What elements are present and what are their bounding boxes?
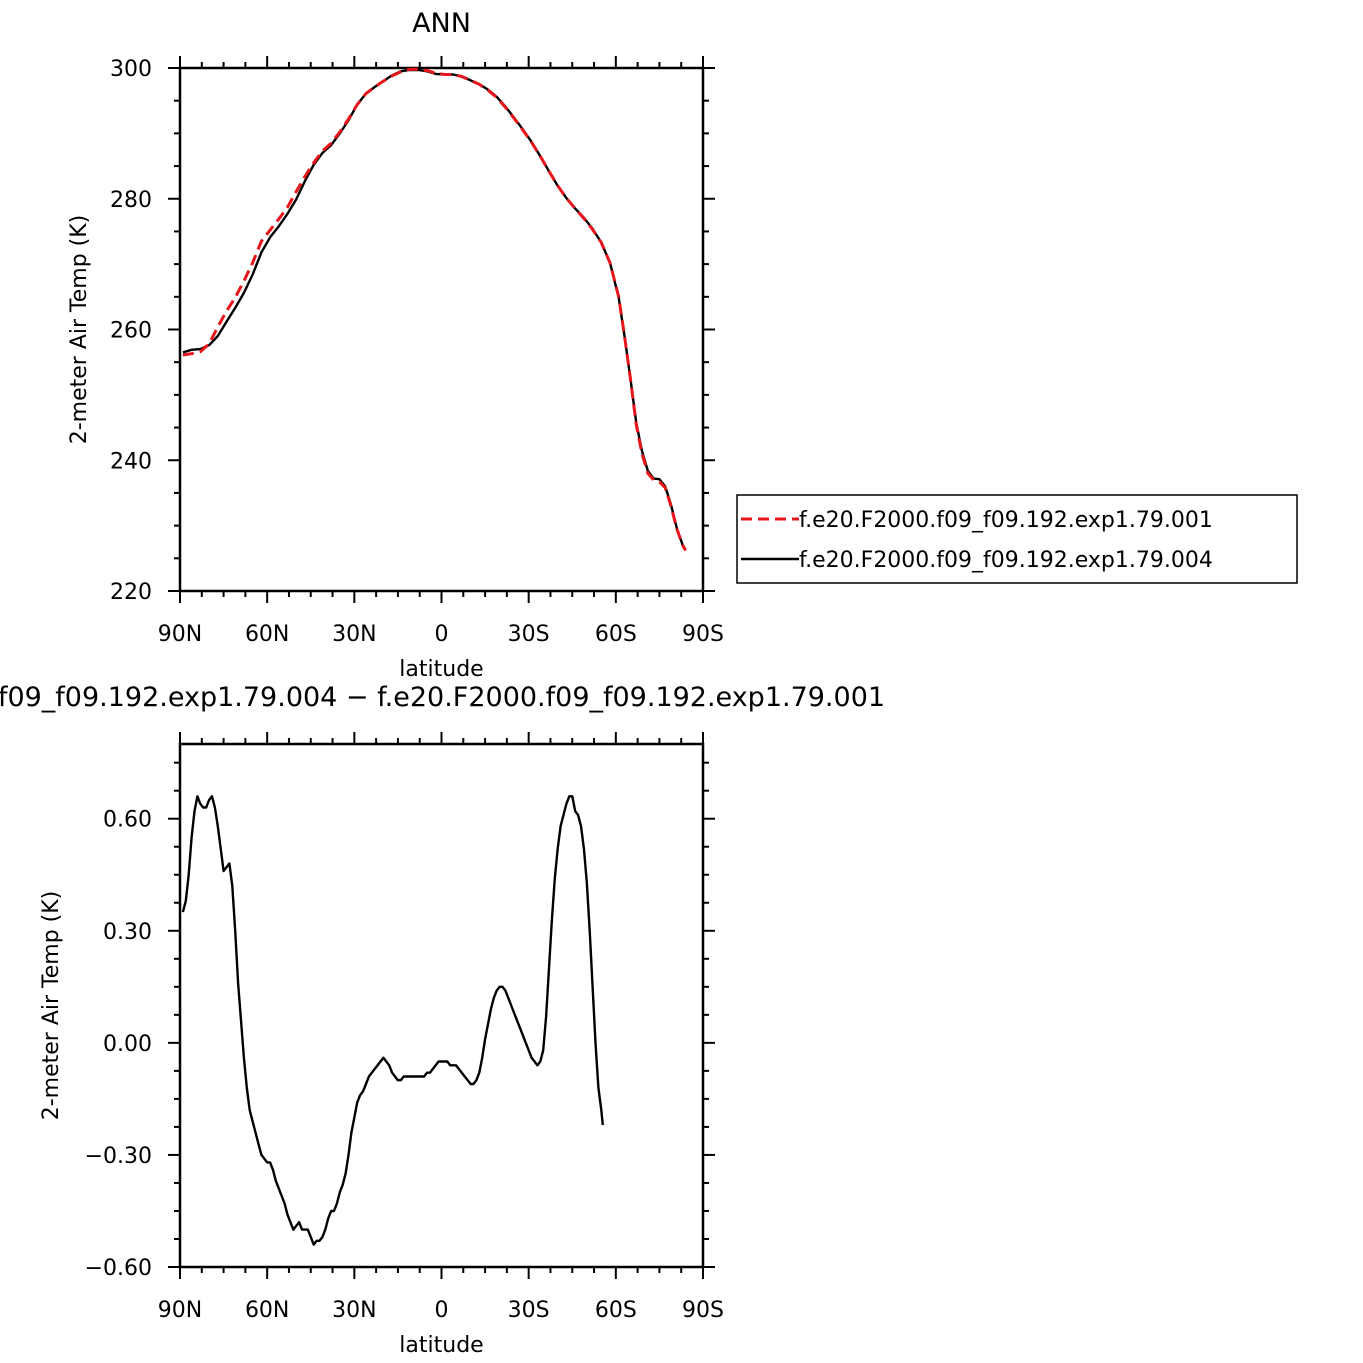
y-tick-label: 280	[110, 188, 152, 213]
chart-2: f09_f09.192.exp1.79.004 − f.e20.F2000.f0…	[0, 682, 885, 1358]
y-tick-label: 220	[110, 580, 152, 605]
chart-title: ANN	[412, 8, 471, 39]
legend: f.e20.F2000.f09_f09.192.exp1.79.001 f.e20…	[736, 494, 1298, 584]
x-tick-label: 30N	[332, 622, 376, 647]
chart-1: ANN 90N 60N 30N 0 30S 60S 90S 300 280 260 240 220 lat…	[67, 8, 1298, 682]
x-tick-label: 30N	[332, 1298, 376, 1323]
x-tick-label: 60N	[245, 1298, 289, 1323]
x-tick-label: 90S	[682, 622, 724, 647]
x-axis-label: latitude	[399, 657, 483, 682]
x-tick-label: 60S	[595, 1298, 637, 1323]
chart-title: f09_f09.192.exp1.79.004 − f.e20.F2000.f0…	[0, 682, 885, 713]
x-tick-label: 30S	[508, 622, 550, 647]
legend-box	[736, 494, 1298, 584]
x-tick-label: 90S	[682, 1298, 724, 1323]
y-axis-label: 2-meter Air Temp (K)	[39, 891, 64, 1121]
x-tick-label: 0	[435, 1298, 449, 1323]
y-tick-label: 240	[110, 449, 152, 474]
legend-label-2: f.e20.F2000.f09_f09.192.exp1.79.004	[799, 548, 1213, 573]
legend-label-1: f.e20.F2000.f09_f09.192.exp1.79.001	[799, 508, 1213, 533]
series-line-1	[182, 67, 687, 552]
x-tick-label: 60N	[245, 622, 289, 647]
y-tick-label: 300	[110, 57, 152, 82]
x-tick-label: 60S	[595, 622, 637, 647]
y-tick-label: −0.60	[85, 1256, 152, 1281]
series-line-2	[182, 68, 687, 551]
x-tick-label: 30S	[508, 1298, 550, 1323]
y-axis-label: 2-meter Air Temp (K)	[67, 215, 92, 445]
y-tick-label: 0.60	[103, 808, 152, 833]
y-tick-label: 0.00	[103, 1032, 152, 1057]
y-tick-label: −0.30	[85, 1144, 152, 1169]
y-tick-label: 260	[110, 319, 152, 344]
x-tick-label: 90N	[158, 1298, 202, 1323]
x-tick-label: 0	[435, 622, 449, 647]
x-axis-label: latitude	[399, 1333, 483, 1358]
y-tick-label: 0.30	[103, 920, 152, 945]
x-tick-label: 90N	[158, 622, 202, 647]
series-line-1	[181, 795, 604, 1246]
plot-frame	[178, 742, 705, 1269]
